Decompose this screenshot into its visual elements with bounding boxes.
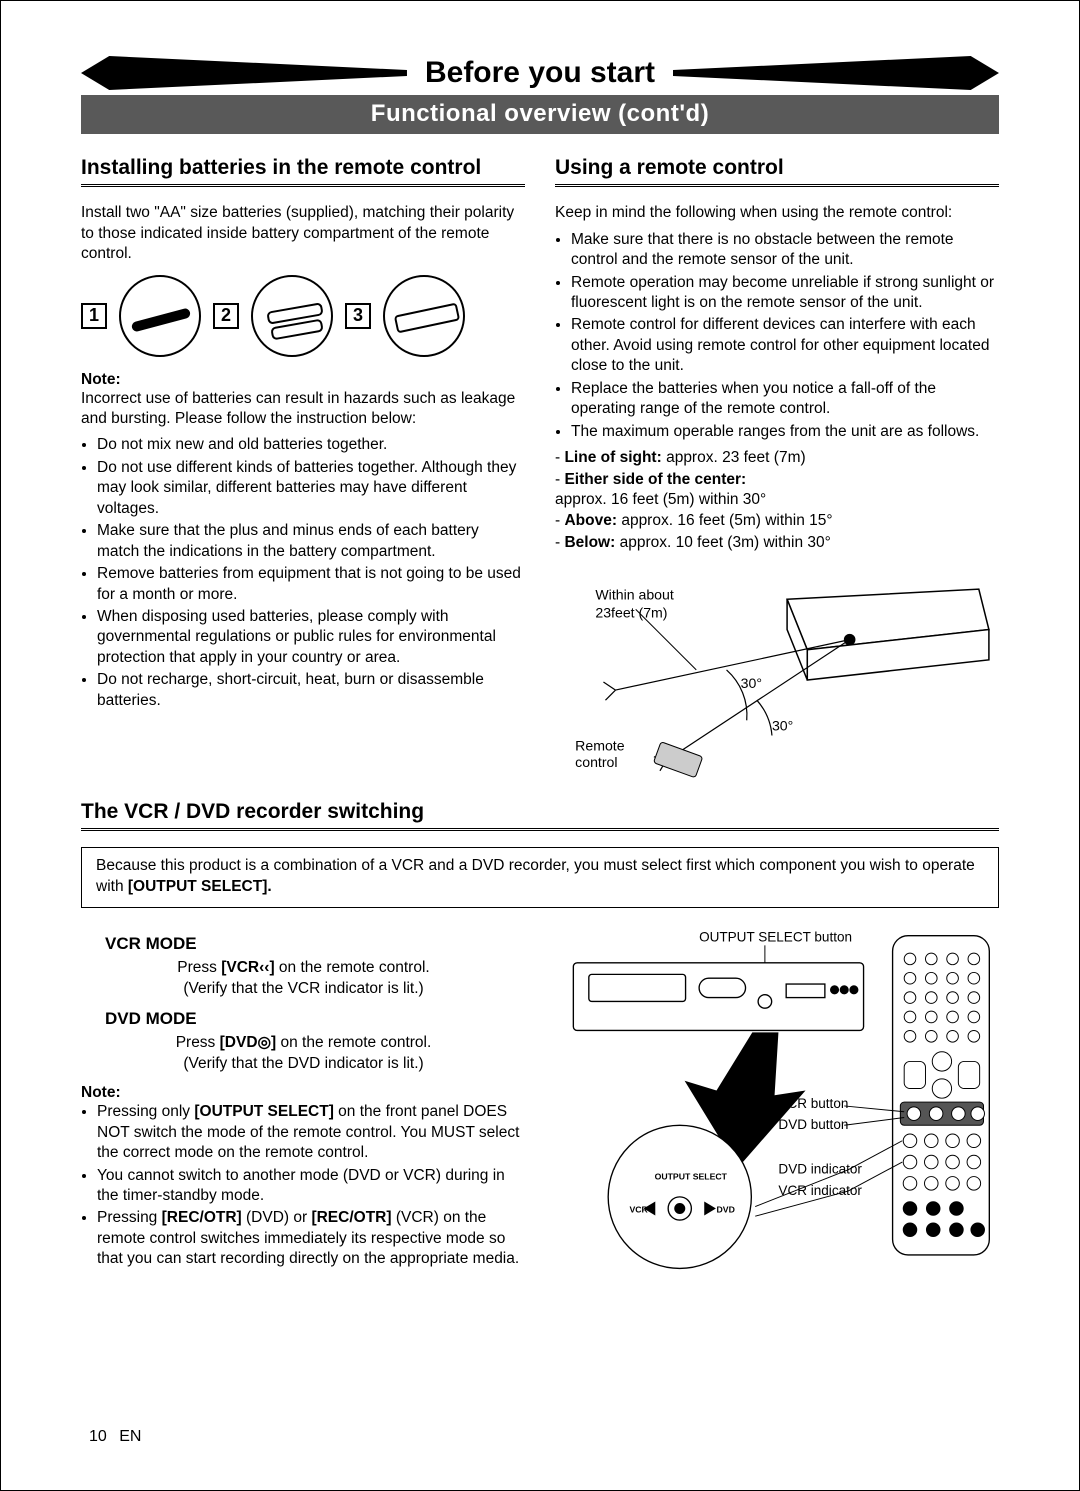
step-1-badge: 1 [81,303,107,329]
fig-within-label2: 23feet (7m) [595,605,667,621]
lower-left: VCR MODE Press [VCR‹‹] on the remote con… [81,926,526,1318]
switch-note-list: Pressing only [OUTPUT SELECT] on the fro… [81,1102,526,1270]
range-item: Line of sight: approx. 23 feet (7m) [555,448,999,468]
banner-subtitle: Functional overview (cont'd) [81,95,999,134]
install-intro: Install two "AA" size batteries (supplie… [81,203,525,264]
battery-fig-2-icon [251,275,333,357]
label-dvd-button: DVD button [778,1117,848,1132]
note-label: Note: [81,371,525,389]
lower-right: OUTPUT SELECT button [554,926,999,1318]
fig-remote-l1: Remote [575,738,625,754]
battery-note-item: Do not mix new and old batteries togethe… [97,435,525,455]
vcr-line1c: on the remote control. [275,959,430,976]
battery-note-item: Do not use different kinds of batteries … [97,458,525,519]
label-dvd-indicator: DVD indicator [778,1162,862,1177]
ribbon-right-icon [673,56,999,90]
heading-using-remote: Using a remote control [555,156,999,187]
battery-figures: 1 2 3 [81,275,525,357]
battery-note-item: When disposing used batteries, please co… [97,607,525,668]
dvd-line1c: on the remote control. [276,1034,431,1051]
battery-note-list: Do not mix new and old batteries togethe… [81,435,525,711]
top-columns: Installing batteries in the remote contr… [81,156,999,786]
vcr-line2: (Verify that the VCR indicator is lit.) [183,980,423,997]
vcr-line1a: Press [177,959,221,976]
using-bullets: Make sure that there is no obstacle betw… [555,230,999,443]
label-output-select: OUTPUT SELECT button [699,930,852,945]
ribbon-left-icon [81,56,407,90]
vcr-mode-heading: VCR MODE [105,934,502,954]
battery-note-item: Remove batteries from equipment that is … [97,564,525,605]
vcr-mode-text: Press [VCR‹‹] on the remote control. (Ve… [105,958,502,999]
lower-row: VCR MODE Press [VCR‹‹] on the remote con… [81,926,999,1318]
label-vcr-indicator: VCR indicator [778,1183,862,1198]
page-number: 10 [89,1428,107,1445]
label-vcr-button: VCR button [778,1096,848,1111]
switch-note-label: Note: [81,1084,526,1102]
range-diagram-icon: Within about 23feet (7m) 30° 30° Remote … [555,569,999,781]
col-left: Installing batteries in the remote contr… [81,156,525,786]
dvd-line1b: [DVD◎] [220,1034,277,1051]
page-footer: 10 EN [89,1428,141,1446]
step-3-badge: 3 [345,303,371,329]
fig-within-label: Within about [595,587,674,603]
range-item: Below: approx. 10 feet (3m) within 30° [555,533,999,553]
using-note-item: Make sure that there is no obstacle betw… [571,230,999,271]
using-note-item: The maximum operable ranges from the uni… [571,422,999,442]
banner-ribbon: Before you start [81,51,999,95]
col-right: Using a remote control Keep in mind the … [555,156,999,786]
page-lang: EN [119,1428,141,1445]
using-note-item: Replace the batteries when you notice a … [571,379,999,420]
note-intro: Incorrect use of batteries can result in… [81,389,525,430]
detail-vcr: VCR [629,1205,648,1215]
banner: Before you start Functional overview (co… [81,51,999,134]
info-box-bold: [OUTPUT SELECT]. [128,878,272,895]
vcr-line1b: [VCR‹‹] [221,959,274,976]
banner-title: Before you start [407,56,673,90]
using-note-item: Remote control for different devices can… [571,315,999,376]
fig-angle1: 30° [741,675,762,691]
heading-install-batteries: Installing batteries in the remote contr… [81,156,525,187]
using-note-item: Remote operation may become unreliable i… [571,273,999,314]
battery-note-item: Do not recharge, short-circuit, heat, bu… [97,670,525,711]
manual-page: Before you start Functional overview (co… [0,0,1080,1491]
output-select-info-box: Because this product is a combination of… [81,847,999,908]
battery-note-item: Make sure that the plus and minus ends o… [97,521,525,562]
device-diagram-icon: OUTPUT SELECT button [554,926,999,1313]
dvd-line1a: Press [176,1034,220,1051]
range-figure: Within about 23feet (7m) 30° 30° Remote … [555,569,999,786]
dvd-mode-heading: DVD MODE [105,1009,502,1029]
battery-fig-3-icon [383,275,465,357]
detail-dvd: DVD [717,1205,735,1215]
switch-note-item: Pressing [REC/OTR] (DVD) or [REC/OTR] (V… [97,1208,526,1269]
battery-fig-1-icon [119,275,201,357]
heading-vcr-dvd-switching: The VCR / DVD recorder switching [81,800,999,831]
using-intro: Keep in mind the following when using th… [555,203,999,223]
range-list: Line of sight: approx. 23 feet (7m)Eithe… [555,448,999,553]
range-item: Either side of the center:approx. 16 fee… [555,470,999,511]
switch-note-item: You cannot switch to another mode (DVD o… [97,1166,526,1207]
fig-remote-l2: control [575,754,617,770]
switch-note-item: Pressing only [OUTPUT SELECT] on the fro… [97,1102,526,1163]
step-2-badge: 2 [213,303,239,329]
fig-angle2: 30° [772,718,793,734]
detail-output-select: OUTPUT SELECT [655,1172,728,1182]
range-item: Above: approx. 16 feet (5m) within 15° [555,511,999,531]
dvd-mode-text: Press [DVD◎] on the remote control. (Ver… [105,1033,502,1074]
dvd-line2: (Verify that the DVD indicator is lit.) [183,1055,423,1072]
